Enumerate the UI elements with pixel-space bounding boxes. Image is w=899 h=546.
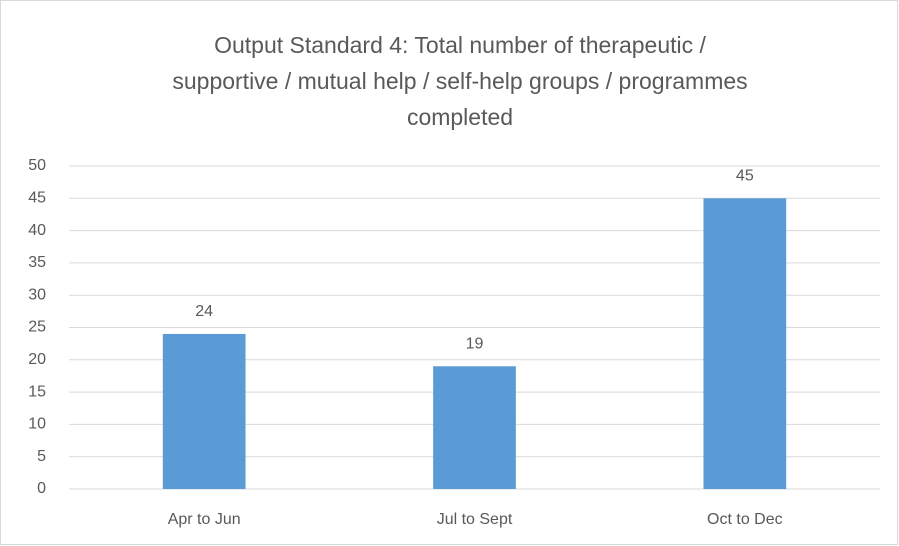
y-tick-label: 30: [28, 286, 46, 303]
chart-title: completed: [407, 104, 513, 130]
data-label: 19: [466, 335, 484, 352]
bar: [703, 198, 787, 490]
y-tick-label: 35: [28, 254, 46, 271]
y-tick-label: 5: [37, 448, 46, 465]
y-tick-label: 40: [28, 222, 46, 239]
y-tick-label: 20: [28, 351, 46, 368]
bar: [162, 333, 246, 489]
x-tick-label: Apr to Jun: [168, 511, 241, 528]
y-tick-label: 0: [37, 480, 46, 497]
y-tick-label: 15: [28, 383, 46, 400]
data-label: 24: [195, 303, 213, 320]
y-tick-label: 45: [28, 190, 46, 207]
y-tick-label: 25: [28, 319, 46, 336]
x-tick-label: Oct to Dec: [707, 511, 783, 528]
y-tick-label: 50: [28, 157, 46, 174]
x-tick-label: Jul to Sept: [437, 511, 513, 528]
bar: [433, 366, 516, 489]
chart-title: supportive / mutual help / self-help gro…: [172, 68, 747, 94]
chart-title: Output Standard 4: Total number of thera…: [214, 32, 706, 58]
y-tick-label: 10: [28, 416, 46, 433]
data-label: 45: [736, 168, 754, 185]
